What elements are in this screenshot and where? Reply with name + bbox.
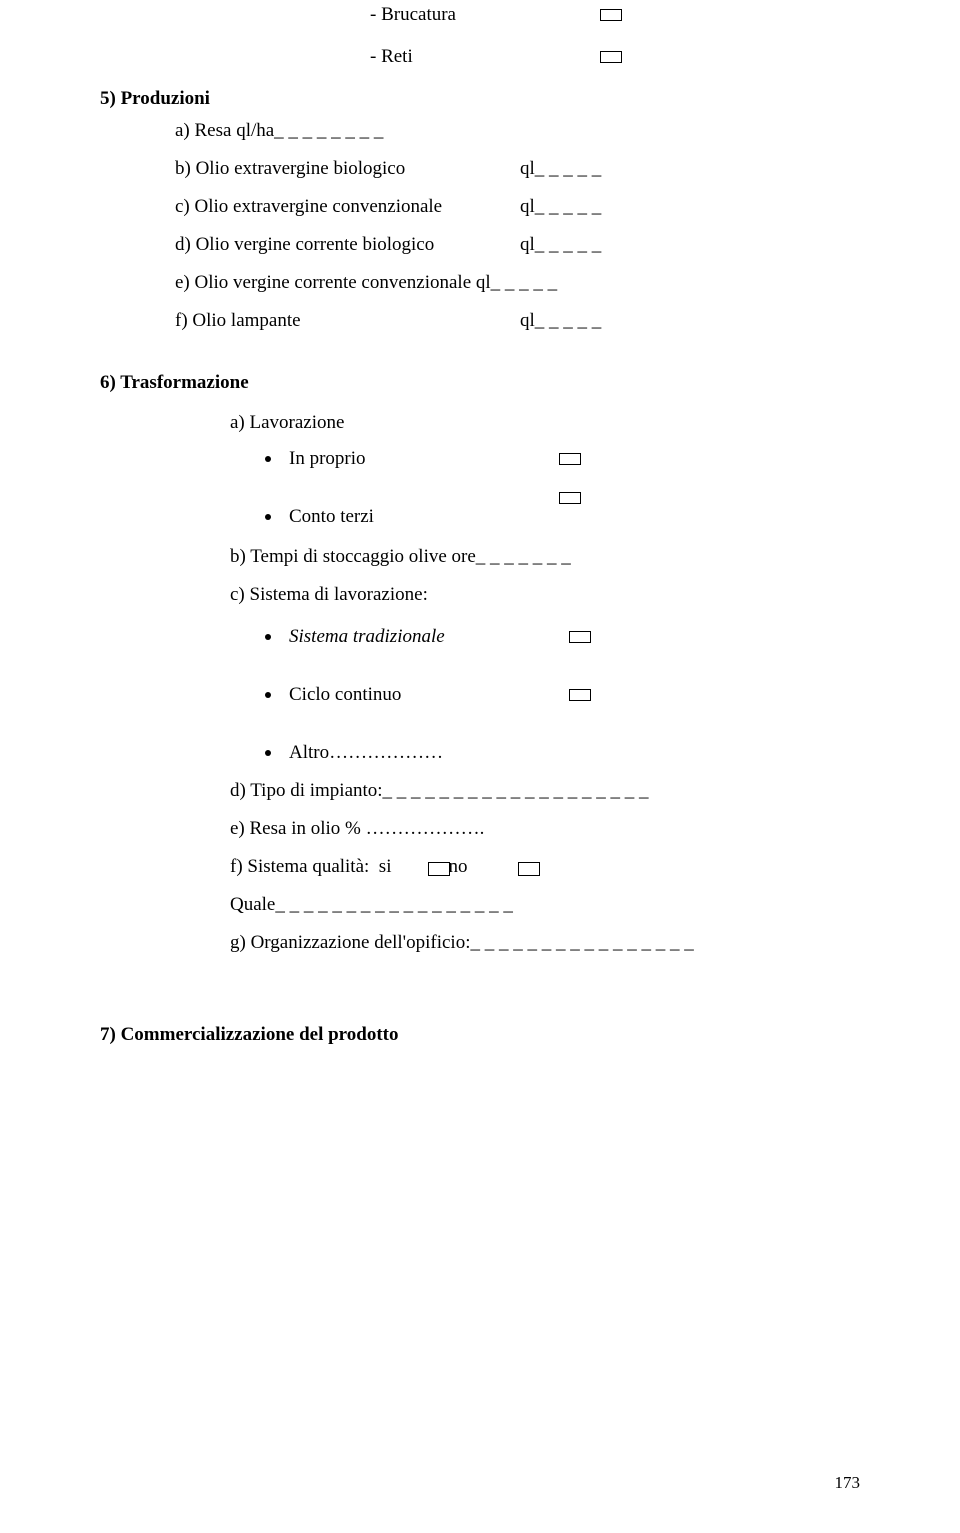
s5-d-val: ql_ _ _ _ _	[520, 234, 601, 256]
s6-quale: Quale_ _ _ _ _ _ _ _ _ _ _ _ _ _ _ _ _	[230, 894, 513, 916]
s6-a: a) Lavorazione	[230, 412, 344, 434]
brucatura-label: - Brucatura	[370, 4, 600, 26]
section7-heading: 7) Commercializzazione del prodotto	[100, 1024, 860, 1046]
page-number: 173	[835, 1473, 861, 1493]
section5-heading: 5) Produzioni	[100, 88, 860, 110]
checkbox-conto-terzi[interactable]	[559, 492, 581, 504]
s6-a-bullet2: Conto terzi	[289, 506, 559, 528]
s5-f-label: f) Olio lampante	[175, 310, 520, 332]
s6-c: c) Sistema di lavorazione:	[230, 584, 428, 606]
s5-c-val: ql_ _ _ _ _	[520, 196, 601, 218]
checkbox-brucatura[interactable]	[600, 9, 622, 21]
s6-g: g) Organizzazione dell'opificio:_ _ _ _ …	[230, 932, 694, 954]
checkbox-qualita-si[interactable]	[428, 862, 450, 876]
s6-b: b) Tempi di stoccaggio olive ore_ _ _ _ …	[230, 546, 571, 568]
s5-b-label: b) Olio extravergine biologico	[175, 158, 520, 180]
checkbox-qualita-no[interactable]	[518, 862, 540, 876]
checkbox-reti[interactable]	[600, 51, 622, 63]
bullet-icon	[265, 456, 271, 462]
bullet-icon	[265, 750, 271, 756]
s6-c-bullet2: Ciclo continuo	[289, 684, 569, 706]
checkbox-ciclo-continuo[interactable]	[569, 689, 591, 701]
s6-d: d) Tipo di impianto:_ _ _ _ _ _ _ _ _ _ …	[230, 780, 649, 802]
checkbox-sistema-tradizionale[interactable]	[569, 631, 591, 643]
s5-c-label: c) Olio extravergine convenzionale	[175, 196, 520, 218]
s6-c-bullet1: Sistema tradizionale	[289, 626, 569, 648]
s6-e: e) Resa in olio % ……………….	[230, 818, 484, 840]
s5-b-val: ql_ _ _ _ _	[520, 158, 601, 180]
s5-d-label: d) Olio vergine corrente biologico	[175, 234, 520, 256]
s5-f-val: ql_ _ _ _ _	[520, 310, 601, 332]
s5-a: a) Resa ql/ha_ _ _ _ _ _ _ _	[175, 120, 383, 142]
checkbox-in-proprio[interactable]	[559, 453, 581, 465]
s5-e: e) Olio vergine corrente convenzionale q…	[175, 272, 557, 294]
bullet-icon	[265, 692, 271, 698]
s6-c-bullet3: Altro………………	[289, 742, 443, 764]
section6-heading: 6) Trasformazione	[100, 372, 860, 394]
bullet-icon	[265, 514, 271, 520]
reti-label: - Reti	[370, 46, 600, 68]
s6-a-bullet1: In proprio	[289, 448, 559, 470]
bullet-icon	[265, 634, 271, 640]
